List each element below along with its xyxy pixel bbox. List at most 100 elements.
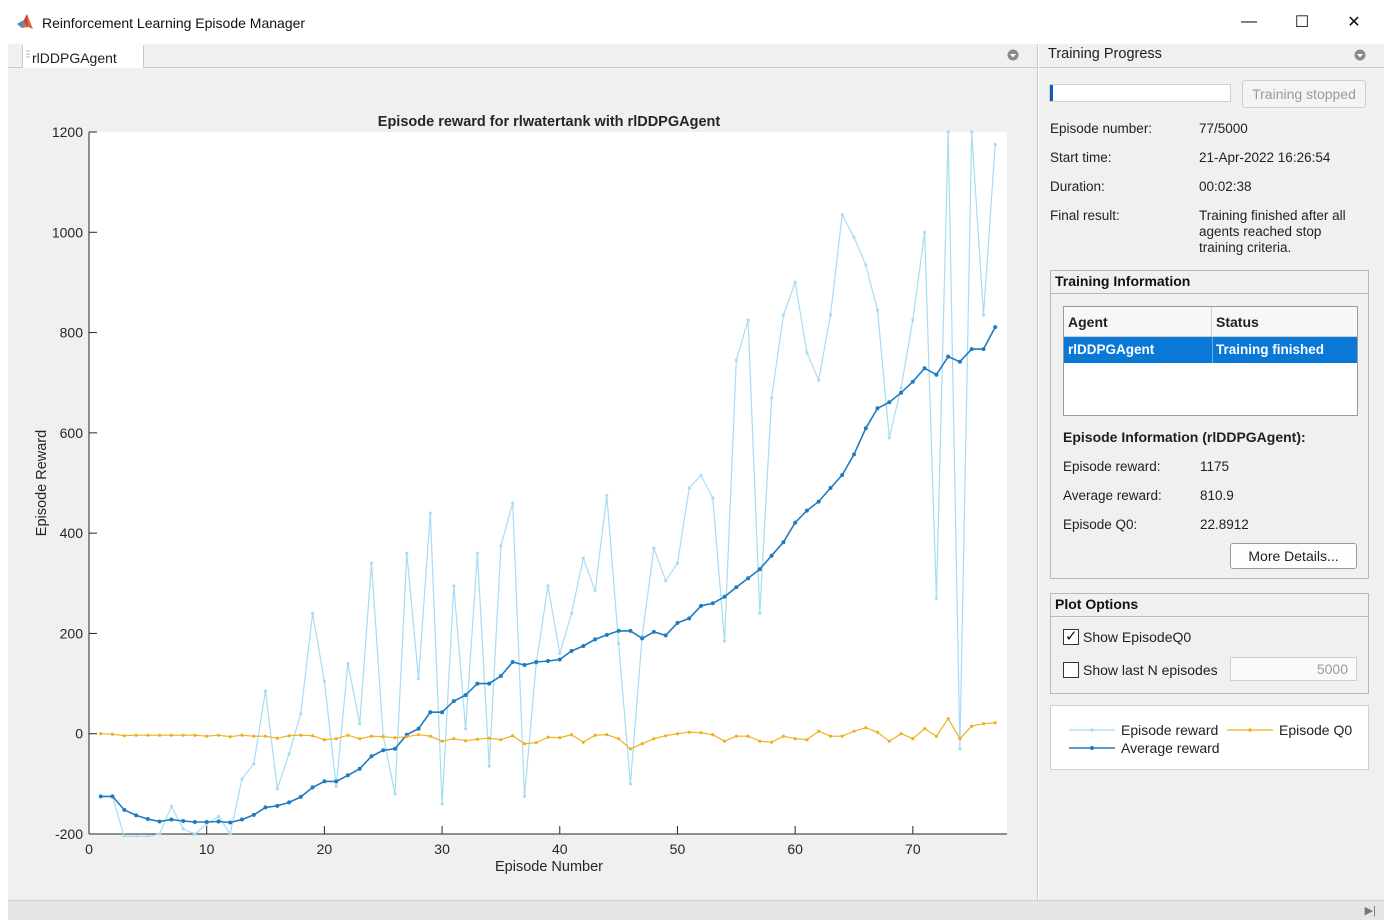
drag-grip-icon[interactable] bbox=[25, 49, 31, 65]
data-point bbox=[240, 777, 244, 781]
play-step-icon[interactable]: ▶| bbox=[1364, 905, 1376, 917]
data-point bbox=[193, 733, 197, 737]
data-point bbox=[617, 737, 621, 741]
data-point bbox=[369, 754, 374, 759]
column-header-agent[interactable]: Agent bbox=[1064, 307, 1212, 337]
data-point bbox=[664, 579, 668, 583]
data-point bbox=[710, 601, 715, 606]
data-point bbox=[769, 553, 774, 558]
data-point bbox=[146, 733, 150, 737]
training-information-group: Training Information Agent Status rlDDPG… bbox=[1050, 270, 1369, 579]
reward-plot[interactable]: Episode reward for rlwatertank with rlDD… bbox=[8, 68, 1038, 900]
close-button[interactable]: ✕ bbox=[1347, 14, 1361, 31]
data-point bbox=[522, 794, 527, 799]
show-last-n-checkbox[interactable]: ✓ bbox=[1063, 662, 1079, 678]
data-point bbox=[746, 576, 751, 581]
data-point bbox=[216, 819, 221, 824]
data-point bbox=[346, 733, 350, 737]
data-point bbox=[663, 633, 668, 638]
panel-menu-icon[interactable] bbox=[1353, 48, 1367, 62]
x-tick-label: 40 bbox=[552, 841, 568, 857]
data-point bbox=[252, 762, 256, 766]
panel-title: Training Progress bbox=[1048, 46, 1162, 62]
show-q0-checkbox[interactable]: ✓ bbox=[1063, 628, 1079, 645]
data-point bbox=[510, 660, 515, 664]
tab-rlddpgagent[interactable]: rlDDPGAgent bbox=[22, 44, 144, 68]
panel-menu-icon[interactable] bbox=[1006, 48, 1020, 62]
data-point bbox=[451, 699, 456, 704]
data-point bbox=[722, 594, 727, 599]
y-tick-label: 400 bbox=[60, 525, 84, 541]
more-details-button[interactable]: More Details... bbox=[1230, 543, 1357, 569]
data-point bbox=[981, 722, 986, 726]
data-point bbox=[640, 636, 645, 641]
data-point bbox=[240, 733, 244, 737]
data-point bbox=[805, 738, 809, 742]
legend-swatch bbox=[1227, 728, 1273, 732]
data-point bbox=[416, 677, 421, 681]
show-q0-label[interactable]: Show EpisodeQ0 bbox=[1083, 629, 1192, 645]
data-point bbox=[817, 729, 821, 733]
data-point bbox=[193, 832, 197, 836]
data-point bbox=[275, 803, 280, 808]
data-point bbox=[558, 651, 562, 656]
data-point bbox=[181, 827, 185, 831]
data-point bbox=[605, 493, 609, 498]
data-point bbox=[651, 629, 656, 634]
table-row[interactable]: rlDDPGAgent Training finished bbox=[1064, 337, 1357, 363]
maximize-button[interactable]: ☐ bbox=[1294, 14, 1310, 31]
show-last-n-option[interactable]: ✓ Show last N episodes bbox=[1063, 660, 1218, 680]
data-point bbox=[569, 733, 574, 737]
data-point bbox=[310, 785, 315, 790]
data-point bbox=[934, 734, 939, 738]
column-header-status[interactable]: Status bbox=[1212, 307, 1357, 337]
data-point bbox=[534, 741, 538, 745]
data-point bbox=[287, 734, 291, 738]
data-point bbox=[334, 784, 338, 789]
data-point bbox=[781, 734, 786, 738]
data-point bbox=[875, 308, 880, 312]
x-tick-label: 0 bbox=[85, 841, 93, 857]
data-point bbox=[99, 732, 103, 736]
plot-area bbox=[89, 132, 1007, 834]
data-point bbox=[911, 318, 915, 322]
minimize-button[interactable]: — bbox=[1241, 13, 1257, 30]
data-point bbox=[322, 779, 327, 784]
data-point bbox=[958, 747, 962, 751]
data-point bbox=[993, 325, 998, 330]
data-point bbox=[299, 712, 303, 716]
training-stopped-button[interactable]: Training stopped bbox=[1242, 80, 1366, 108]
episode-q0-value: 22.8912 bbox=[1200, 517, 1249, 532]
legend-swatch bbox=[1069, 746, 1115, 750]
data-point bbox=[463, 693, 468, 698]
data-point bbox=[358, 737, 362, 741]
data-point bbox=[228, 820, 233, 825]
data-point bbox=[498, 674, 503, 678]
data-point bbox=[628, 782, 633, 786]
agent-status-table[interactable]: Agent Status rlDDPGAgent Training finish… bbox=[1063, 306, 1358, 416]
data-point bbox=[922, 366, 927, 371]
final-result-value: Training finished after all agents reach… bbox=[1199, 208, 1346, 255]
data-point bbox=[311, 734, 315, 738]
data-point bbox=[687, 486, 691, 490]
episode-number-value: 77/5000 bbox=[1199, 121, 1248, 136]
show-last-n-label[interactable]: Show last N episodes bbox=[1083, 662, 1218, 678]
last-n-episodes-field[interactable] bbox=[1230, 657, 1357, 681]
title-bar: Reinforcement Learning Episode Manager —… bbox=[0, 0, 1384, 44]
data-point bbox=[546, 584, 550, 588]
data-point bbox=[169, 804, 173, 809]
data-point bbox=[664, 734, 668, 738]
data-point bbox=[852, 452, 856, 457]
show-q0-option[interactable]: ✓ Show EpisodeQ0 bbox=[1063, 627, 1191, 647]
data-point bbox=[369, 561, 374, 565]
episode-q0-label: Episode Q0: bbox=[1063, 517, 1138, 532]
data-point bbox=[487, 736, 491, 740]
data-point bbox=[464, 727, 468, 731]
data-point bbox=[593, 733, 597, 737]
data-point bbox=[192, 820, 197, 824]
data-point bbox=[722, 639, 727, 643]
data-point bbox=[134, 834, 138, 837]
average-reward-value: 810.9 bbox=[1200, 488, 1234, 503]
data-point bbox=[393, 792, 397, 796]
